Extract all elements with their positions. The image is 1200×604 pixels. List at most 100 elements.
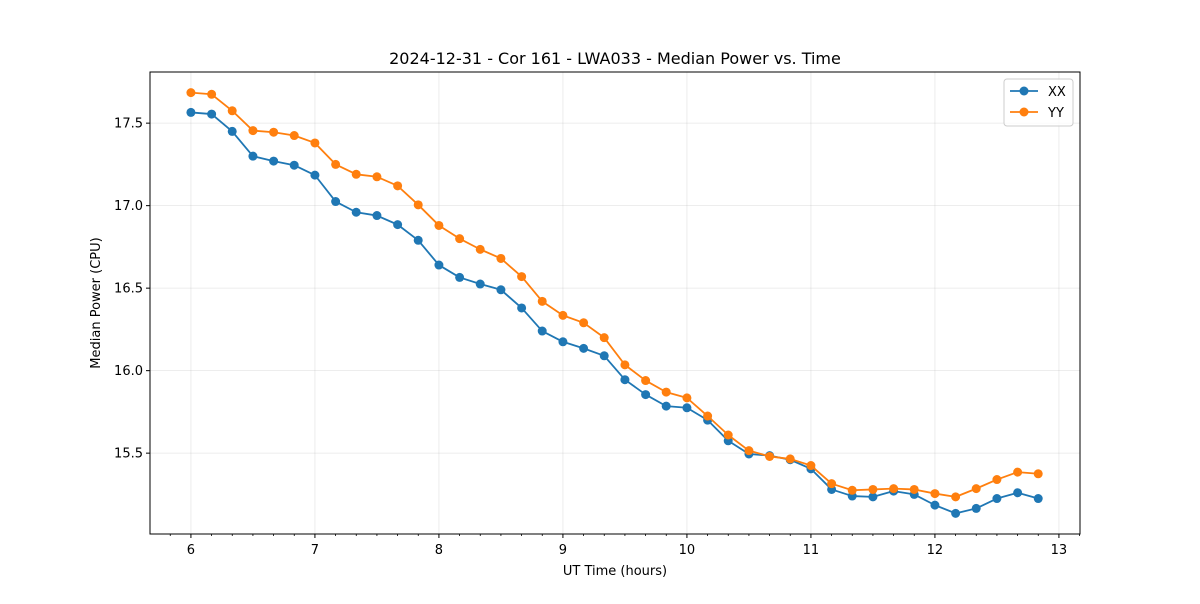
data-point-xx	[331, 197, 341, 207]
data-point-xx	[930, 500, 940, 510]
data-point-yy	[599, 333, 609, 343]
data-point-xx	[1013, 488, 1023, 498]
x-axis-label: UT Time (hours)	[563, 564, 667, 579]
legend-marker-xx	[1019, 86, 1029, 96]
data-point-xx	[537, 326, 547, 336]
x-tick-label: 10	[679, 543, 696, 558]
data-point-yy	[703, 411, 713, 421]
data-point-yy	[372, 172, 382, 182]
data-point-xx	[558, 337, 568, 347]
data-point-xx	[475, 279, 485, 289]
data-point-yy	[909, 484, 919, 494]
data-point-yy	[868, 484, 878, 494]
x-tick-label: 6	[187, 543, 195, 558]
series-layer	[186, 88, 1043, 518]
data-point-xx	[393, 220, 403, 230]
data-point-yy	[1013, 467, 1023, 477]
data-point-yy	[847, 485, 857, 495]
data-point-xx	[248, 151, 258, 161]
y-tick-label: 16.0	[114, 364, 143, 379]
data-point-xx	[620, 375, 630, 385]
legend-marker-yy	[1019, 107, 1029, 117]
data-point-yy	[579, 318, 589, 328]
data-point-yy	[517, 272, 527, 282]
data-point-yy	[537, 296, 547, 306]
data-point-xx	[641, 390, 651, 400]
data-point-yy	[951, 492, 961, 502]
data-point-xx	[1033, 494, 1043, 504]
data-point-yy	[558, 310, 568, 320]
data-point-yy	[248, 126, 258, 136]
data-point-yy	[723, 430, 733, 440]
data-point-yy	[413, 200, 423, 210]
data-point-xx	[186, 107, 196, 117]
data-point-xx	[868, 492, 878, 502]
data-point-xx	[661, 401, 671, 411]
data-point-yy	[620, 360, 630, 370]
data-point-yy	[331, 159, 341, 169]
data-point-yy	[971, 484, 981, 494]
data-point-xx	[992, 494, 1002, 504]
data-point-xx	[579, 343, 589, 353]
data-point-yy	[475, 244, 485, 254]
x-tick-label: 11	[803, 543, 820, 558]
data-point-yy	[496, 253, 506, 263]
data-point-yy	[393, 181, 403, 191]
data-point-yy	[992, 475, 1002, 485]
x-tick-label: 7	[311, 543, 319, 558]
y-tick-label: 15.5	[114, 447, 143, 462]
data-point-yy	[269, 127, 279, 137]
data-point-xx	[682, 403, 692, 413]
legend-label-xx: XX	[1048, 85, 1066, 100]
data-point-yy	[351, 169, 361, 179]
data-point-xx	[310, 170, 320, 180]
data-point-yy	[641, 376, 651, 386]
data-point-yy	[744, 446, 754, 456]
data-point-xx	[372, 211, 382, 221]
y-tick-label: 17.5	[114, 117, 143, 132]
data-point-xx	[951, 508, 961, 518]
data-point-yy	[310, 138, 320, 148]
data-point-xx	[434, 260, 444, 270]
data-point-xx	[413, 235, 423, 245]
data-point-yy	[455, 234, 465, 244]
data-point-yy	[827, 479, 837, 489]
x-tick-label: 9	[559, 543, 567, 558]
y-axis-label: Median Power (CPU)	[89, 237, 104, 368]
data-point-xx	[289, 160, 299, 170]
x-tick-label: 8	[435, 543, 443, 558]
legend: XX YY	[1003, 78, 1074, 127]
data-point-yy	[930, 489, 940, 499]
data-point-yy	[806, 461, 816, 471]
data-point-xx	[599, 351, 609, 361]
data-point-yy	[1033, 469, 1043, 479]
grid	[150, 72, 1080, 534]
data-point-yy	[207, 89, 217, 99]
data-point-xx	[269, 156, 279, 166]
data-point-xx	[351, 207, 361, 217]
data-point-yy	[765, 451, 775, 461]
data-point-xx	[517, 303, 527, 313]
data-point-yy	[186, 88, 196, 98]
y-tick-label: 16.5	[114, 282, 143, 297]
series-yy	[186, 88, 1043, 502]
data-point-yy	[227, 106, 237, 116]
data-point-xx	[455, 272, 465, 282]
x-tick-label: 13	[1051, 543, 1068, 558]
data-point-xx	[496, 285, 506, 295]
data-point-yy	[785, 454, 795, 464]
x-tick-label: 12	[927, 543, 944, 558]
data-point-yy	[289, 131, 299, 141]
legend-label-yy: YY	[1047, 106, 1064, 121]
y-tick-label: 17.0	[114, 199, 143, 214]
ticks: 6 7 8 9 10 11 12 13 15.5 16.0 16.5 17.0 17.5	[114, 117, 1080, 558]
data-point-xx	[207, 109, 217, 119]
data-point-yy	[889, 484, 899, 494]
data-point-yy	[661, 387, 671, 397]
data-point-yy	[434, 220, 444, 230]
data-point-yy	[682, 393, 692, 403]
data-point-xx	[971, 503, 981, 513]
data-point-xx	[227, 126, 237, 136]
